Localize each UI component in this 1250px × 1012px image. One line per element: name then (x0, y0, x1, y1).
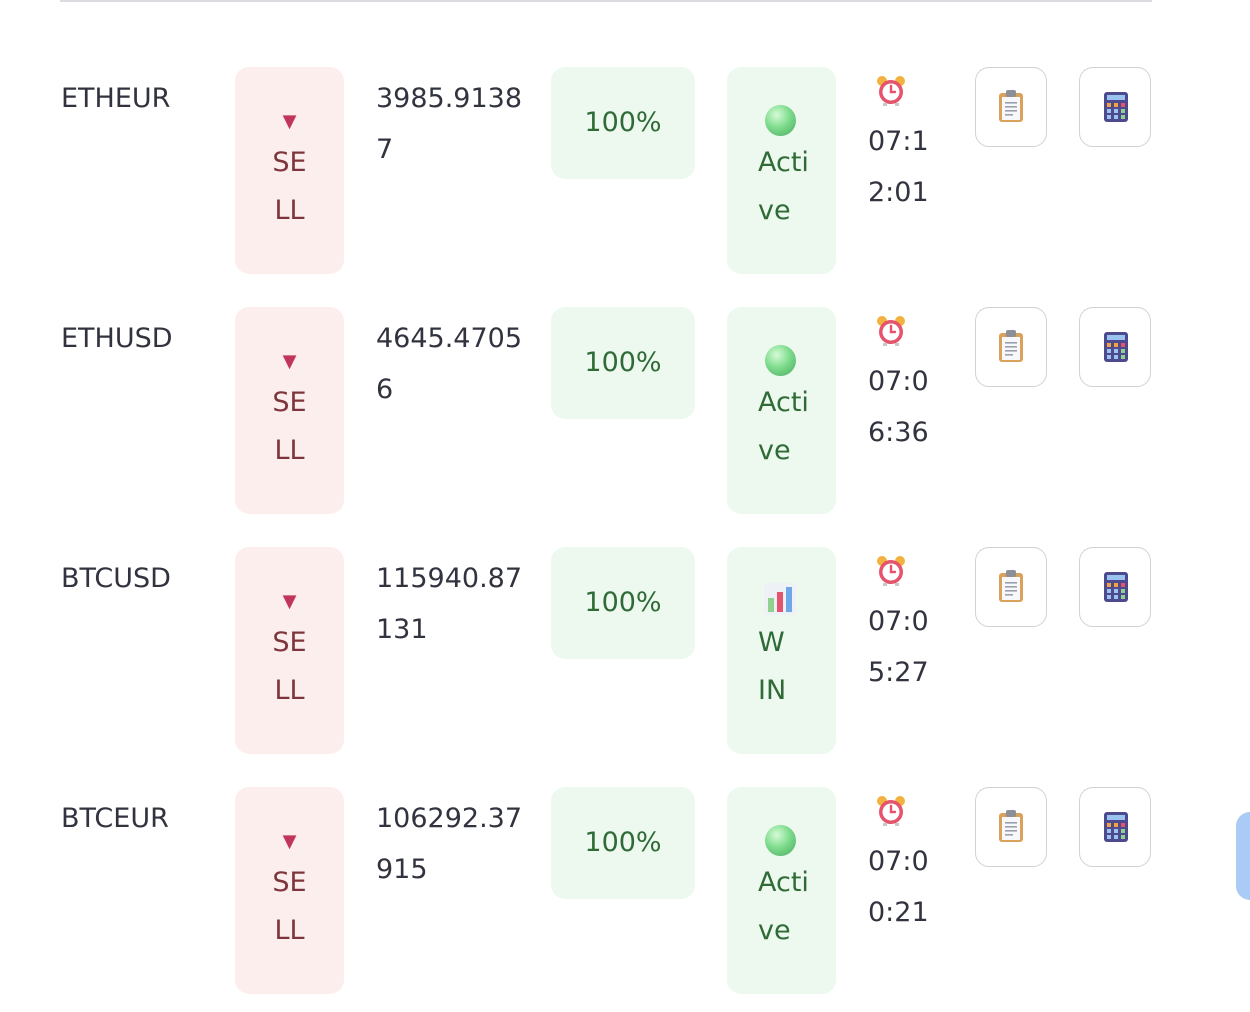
green-circle-icon (727, 105, 836, 139)
confidence-badge: 100% (551, 547, 695, 659)
time-value: 07:06:36 (868, 366, 929, 448)
clipboard-icon (999, 330, 1023, 362)
calculator-icon (1104, 332, 1128, 362)
confidence-badge: 100% (551, 67, 695, 179)
side-label: SELL (272, 147, 307, 226)
clipboard-icon (999, 90, 1023, 122)
symbol-cell: BTCUSD (61, 563, 171, 594)
side-label: SELL (272, 867, 307, 946)
table-row: BTCUSD ▼ SELL 115940.87131 100% WIN (0, 547, 1200, 757)
copy-button[interactable] (975, 547, 1047, 627)
side-badge: ▼ SELL (235, 787, 344, 994)
alarm-clock-icon (868, 547, 948, 586)
status-label: Active (758, 147, 809, 226)
table-row: ETHEUR ▼ SELL 3985.91387 100% Active 07:… (0, 67, 1200, 277)
time-value: 07:00:21 (868, 846, 929, 928)
confidence-badge: 100% (551, 787, 695, 899)
symbol-cell: ETHUSD (61, 323, 173, 354)
time-cell: 07:00:21 (868, 787, 948, 938)
time-cell: 07:06:36 (868, 307, 948, 458)
status-badge: Active (727, 307, 836, 514)
copy-button[interactable] (975, 67, 1047, 147)
down-triangle-icon: ▼ (282, 351, 297, 372)
clipboard-icon (999, 810, 1023, 842)
time-cell: 07:12:01 (868, 67, 948, 218)
alarm-clock-icon (868, 787, 948, 826)
status-label: Active (758, 387, 809, 466)
side-badge: ▼ SELL (235, 547, 344, 754)
confidence-badge: 100% (551, 307, 695, 419)
price-cell: 106292.37915 (376, 803, 523, 885)
side-label: SELL (272, 627, 307, 706)
price-cell: 115940.87131 (376, 563, 523, 645)
calculator-button[interactable] (1079, 307, 1151, 387)
status-label: Active (758, 867, 809, 946)
table-row: ETHUSD ▼ SELL 4645.47056 100% Active 07:… (0, 307, 1200, 517)
down-triangle-icon: ▼ (282, 111, 297, 132)
side-panel-tab[interactable] (1236, 812, 1250, 900)
calculator-icon (1104, 812, 1128, 842)
table-divider (60, 0, 1152, 2)
down-triangle-icon: ▼ (282, 831, 297, 852)
down-triangle-icon: ▼ (282, 591, 297, 612)
calculator-button[interactable] (1079, 547, 1151, 627)
bar-chart-icon (727, 583, 836, 619)
status-badge: WIN (727, 547, 836, 754)
side-label: SELL (272, 387, 307, 466)
green-circle-icon (727, 825, 836, 859)
calculator-button[interactable] (1079, 67, 1151, 147)
calculator-button[interactable] (1079, 787, 1151, 867)
status-badge: Active (727, 787, 836, 994)
price-cell: 4645.47056 (376, 323, 523, 405)
time-value: 07:05:27 (868, 606, 929, 688)
status-badge: Active (727, 67, 836, 274)
status-label: WIN (758, 627, 787, 706)
side-badge: ▼ SELL (235, 67, 344, 274)
symbol-cell: BTCEUR (61, 803, 169, 834)
clipboard-icon (999, 570, 1023, 602)
side-badge: ▼ SELL (235, 307, 344, 514)
calculator-icon (1104, 92, 1128, 122)
time-cell: 07:05:27 (868, 547, 948, 698)
copy-button[interactable] (975, 307, 1047, 387)
copy-button[interactable] (975, 787, 1047, 867)
calculator-icon (1104, 572, 1128, 602)
symbol-cell: ETHEUR (61, 83, 171, 114)
alarm-clock-icon (868, 67, 948, 106)
time-value: 07:12:01 (868, 126, 929, 208)
table-row: BTCEUR ▼ SELL 106292.37915 100% Active 0… (0, 787, 1200, 997)
green-circle-icon (727, 345, 836, 379)
price-cell: 3985.91387 (376, 83, 523, 165)
alarm-clock-icon (868, 307, 948, 346)
